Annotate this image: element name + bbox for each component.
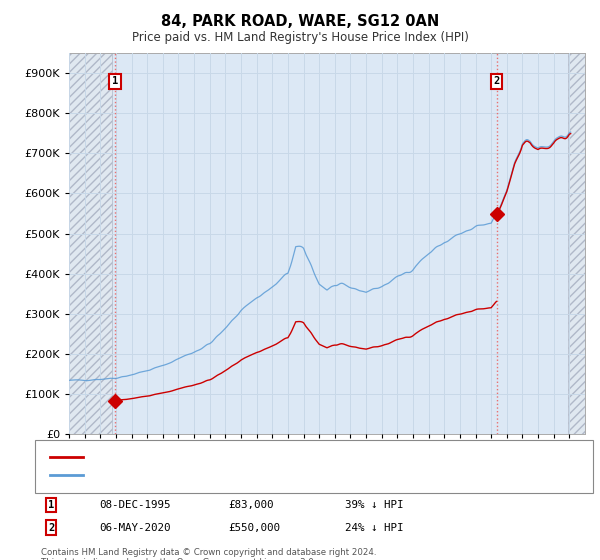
Text: 24% ↓ HPI: 24% ↓ HPI (345, 522, 404, 533)
Text: 2: 2 (48, 522, 54, 533)
Text: 2: 2 (494, 76, 500, 86)
Text: 84, PARK ROAD, WARE, SG12 0AN (detached house): 84, PARK ROAD, WARE, SG12 0AN (detached … (86, 452, 371, 462)
Text: £550,000: £550,000 (228, 522, 280, 533)
Text: HPI: Average price, detached house, East Hertfordshire: HPI: Average price, detached house, East… (86, 470, 388, 480)
Text: Contains HM Land Registry data © Crown copyright and database right 2024.
This d: Contains HM Land Registry data © Crown c… (41, 548, 376, 560)
Text: Price paid vs. HM Land Registry's House Price Index (HPI): Price paid vs. HM Land Registry's House … (131, 31, 469, 44)
Text: 39% ↓ HPI: 39% ↓ HPI (345, 500, 404, 510)
Text: 84, PARK ROAD, WARE, SG12 0AN: 84, PARK ROAD, WARE, SG12 0AN (161, 14, 439, 29)
Text: 06-MAY-2020: 06-MAY-2020 (99, 522, 170, 533)
Bar (69, 53, 112, 434)
Text: 1: 1 (112, 76, 118, 86)
Bar (568, 53, 585, 434)
Text: 1: 1 (48, 500, 54, 510)
Text: £83,000: £83,000 (228, 500, 274, 510)
Text: 08-DEC-1995: 08-DEC-1995 (99, 500, 170, 510)
